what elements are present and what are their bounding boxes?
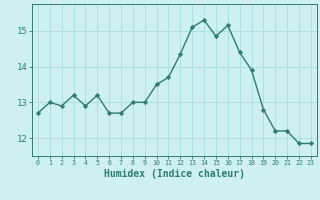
X-axis label: Humidex (Indice chaleur): Humidex (Indice chaleur) [104,169,245,179]
